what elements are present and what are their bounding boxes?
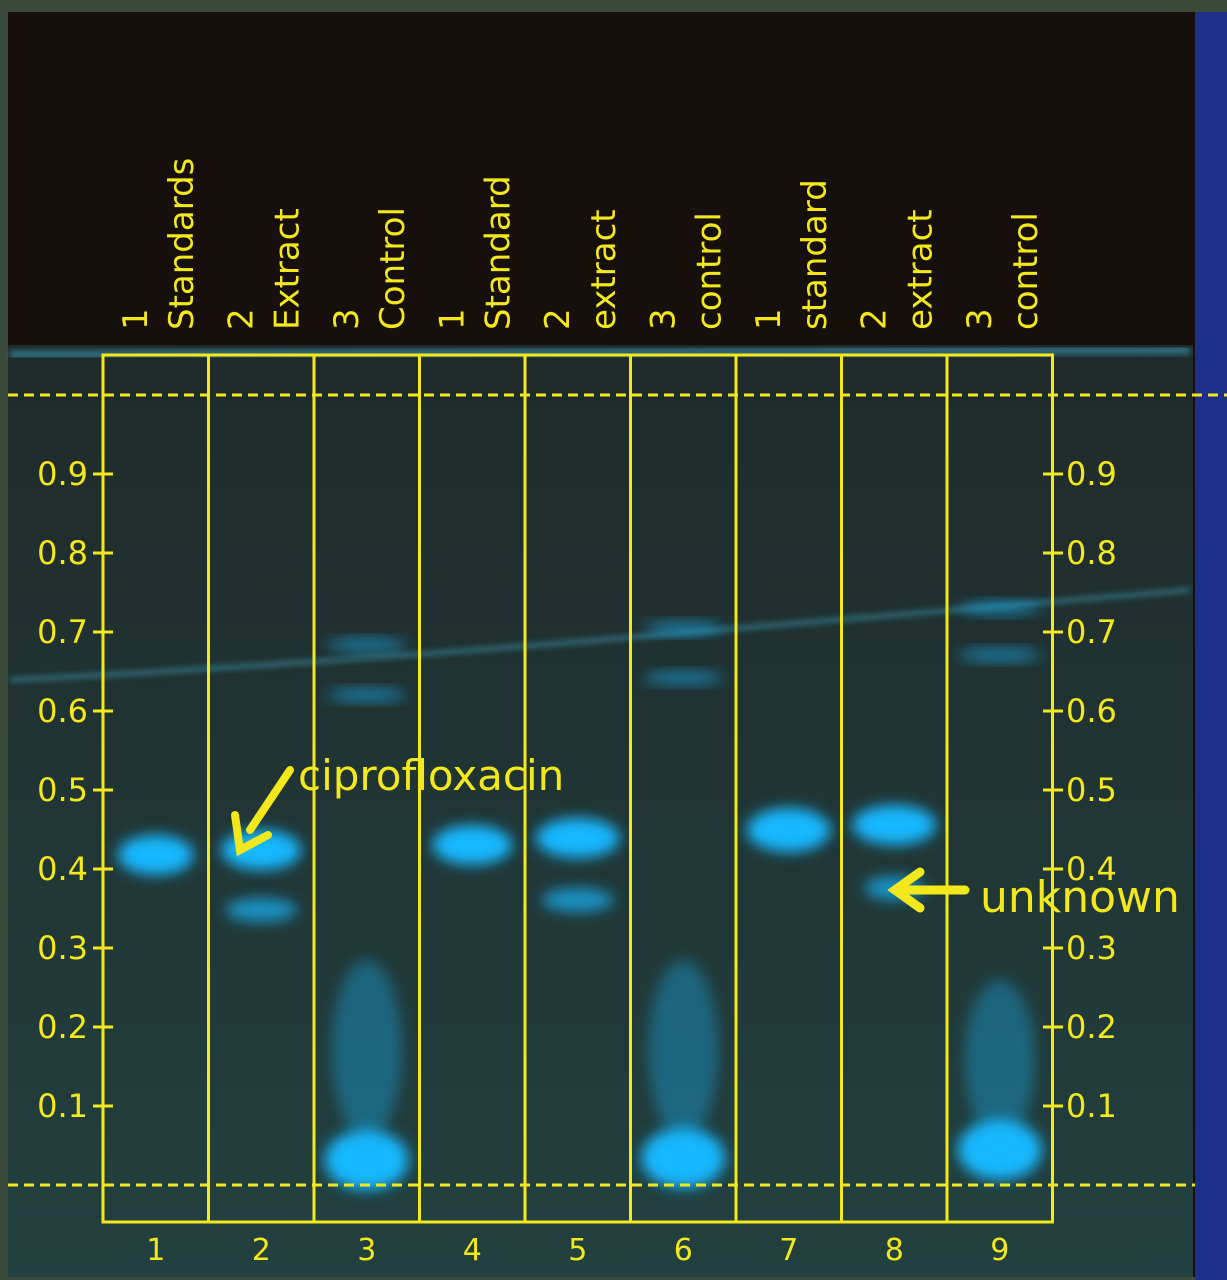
lane-number: 1 [146, 1233, 165, 1268]
lane-label-name: control [1006, 212, 1046, 330]
lane-label-number: 3 [644, 308, 684, 330]
rf-label: 0.1 [37, 1087, 88, 1125]
band [958, 649, 1042, 661]
lane-label-name: Control [373, 207, 413, 330]
rf-label: 0.9 [1066, 455, 1117, 493]
rf-label: 0.1 [1066, 1087, 1117, 1125]
lane-label-name: Extract [268, 208, 308, 330]
band [747, 808, 831, 852]
lane-label-name: standard [795, 179, 835, 330]
rf-label: 0.7 [1066, 613, 1117, 651]
lane-number: 9 [990, 1233, 1009, 1268]
lane-label-number: 2 [855, 308, 895, 330]
lane-label-number: 2 [222, 308, 262, 330]
band [327, 639, 407, 651]
band [536, 818, 620, 858]
rf-label: 0.2 [37, 1008, 88, 1046]
lane-number: 7 [779, 1233, 798, 1268]
band [327, 689, 407, 701]
band [958, 602, 1042, 614]
rf-label: 0.6 [1066, 692, 1117, 730]
rf-label: 0.7 [37, 613, 88, 651]
lane-number: 5 [568, 1233, 587, 1268]
tlc-plate: 1 Standards 2 Extract 3 Control 1 Standard 2 extr… [0, 0, 1227, 1280]
lane-label-number: 3 [960, 308, 1000, 330]
lane-label-number: 1 [433, 308, 473, 330]
annotation: unknown [980, 872, 1180, 923]
rf-label: 0.8 [1066, 534, 1117, 572]
annotation: ciprofloxacin [298, 751, 564, 800]
lane-label-name: extract [584, 209, 624, 330]
rf-label: 0.3 [1066, 929, 1117, 967]
rf-label: 0.6 [37, 692, 88, 730]
lane-label-name: control [690, 212, 730, 330]
lane-number: 6 [674, 1233, 693, 1268]
lane-label-name: extract [901, 209, 941, 330]
band [118, 835, 194, 875]
band [643, 672, 723, 684]
lane-label-number: 1 [749, 308, 789, 330]
band [852, 805, 936, 845]
lane-number: 3 [357, 1233, 376, 1268]
rf-label: 0.8 [37, 534, 88, 572]
band [432, 825, 512, 865]
band [965, 980, 1035, 1140]
plate-edge [1195, 12, 1227, 1280]
lane-label-name: Standards [162, 158, 202, 330]
band [542, 888, 614, 912]
lane-label-number: 2 [538, 308, 578, 330]
band [332, 960, 402, 1140]
band [225, 898, 297, 922]
rf-label: 0.9 [37, 455, 88, 493]
lane-label-name: Standard [479, 175, 519, 330]
band [648, 960, 718, 1140]
band [643, 622, 723, 634]
lane-number: 2 [252, 1233, 271, 1268]
rf-label: 0.3 [37, 929, 88, 967]
rf-label: 0.5 [37, 771, 88, 809]
rf-label: 0.4 [37, 850, 88, 888]
lane-number: 4 [463, 1233, 482, 1268]
rf-label: 0.2 [1066, 1008, 1117, 1046]
rf-label: 0.5 [1066, 771, 1117, 809]
lane-label-number: 1 [116, 308, 156, 330]
lane-label-number: 3 [327, 308, 367, 330]
lane-number: 8 [885, 1233, 904, 1268]
